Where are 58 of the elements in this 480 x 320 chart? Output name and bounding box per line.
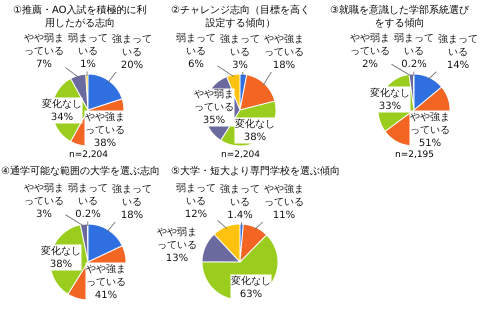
text: n=2,195: [395, 150, 434, 160]
data-label: 3%: [232, 60, 248, 71]
slice-label: 強まっている: [112, 183, 152, 208]
slice-label: やや強まっている: [86, 263, 126, 288]
slice-label: 強まっている: [438, 33, 478, 58]
data-label: 3%: [36, 209, 52, 220]
data-label: 35%: [202, 115, 226, 126]
data-label: 41%: [94, 290, 118, 301]
slice-label: やや弱まっている: [157, 227, 197, 251]
slice-label: やや弱まっている: [350, 33, 390, 57]
data-label: 12%: [184, 209, 208, 220]
chart-title: ②チャレンジ志向（目標を高く設定する傾向）: [171, 4, 310, 29]
data-label: 7%: [36, 59, 52, 70]
data-label: 2%: [362, 59, 378, 70]
data-label: 38%: [94, 138, 116, 149]
slice-label: 弱まっている: [176, 183, 216, 207]
slice-label: 弱まっている: [176, 33, 216, 57]
slice-label: 変化なし: [370, 87, 410, 99]
data-label: 1.4%: [227, 210, 253, 221]
slice-label: やや強まっている: [264, 33, 304, 58]
data-label: 13%: [166, 253, 188, 264]
slice-label: 弱まっている: [68, 33, 108, 57]
data-label: 20%: [120, 60, 144, 71]
text: n=2,204: [221, 150, 260, 160]
data-label: 11%: [272, 210, 296, 221]
data-label: 14%: [446, 60, 470, 71]
slice-label: 強まっている: [220, 33, 260, 58]
slice-label: やや弱まっている: [194, 89, 234, 113]
slice-label: 変化なし: [231, 275, 271, 287]
slice-label: 弱まっている: [68, 183, 108, 207]
data-label: 0.2%: [75, 209, 101, 220]
slice-label: やや強まっている: [85, 111, 125, 136]
slice-label: 変化なし: [42, 98, 82, 110]
data-label: 0.2%: [401, 59, 427, 70]
chart-title: ③就職を意識した学部系統選びをする傾向: [330, 4, 470, 29]
data-label: 6%: [188, 59, 204, 70]
data-label: 38%: [50, 259, 72, 270]
slice-label: やや強まっている: [264, 183, 304, 208]
data-label: 1%: [80, 59, 96, 70]
data-label: 33%: [378, 101, 402, 112]
slice-label: やや強まっている: [410, 111, 450, 136]
slice-label: やや弱まっている: [24, 33, 64, 57]
data-label: 34%: [50, 112, 74, 123]
slice-label: 強まっている: [220, 183, 260, 208]
slice-label: 弱まっている: [394, 33, 434, 57]
chart-title: ④通学可能な範囲の大学を選ぶ志向: [1, 165, 160, 177]
slice-label: 変化なし: [235, 118, 275, 130]
data-label: 63%: [240, 289, 262, 300]
slice-label: 強まっている: [112, 33, 152, 58]
data-label: 38%: [244, 132, 266, 143]
data-label: 18%: [272, 60, 296, 71]
data-label: 51%: [418, 138, 442, 149]
text: n=2,204: [69, 150, 108, 160]
slice-label: やや弱まっている: [24, 183, 64, 207]
data-label: 18%: [120, 210, 144, 221]
chart-title: ⑤大学・短大より専門学校を選ぶ傾向: [171, 165, 340, 177]
slice-label: 変化なし: [41, 245, 81, 257]
chart-title: ①推薦・AO入試を積極的に利用したがる志向: [13, 4, 147, 29]
